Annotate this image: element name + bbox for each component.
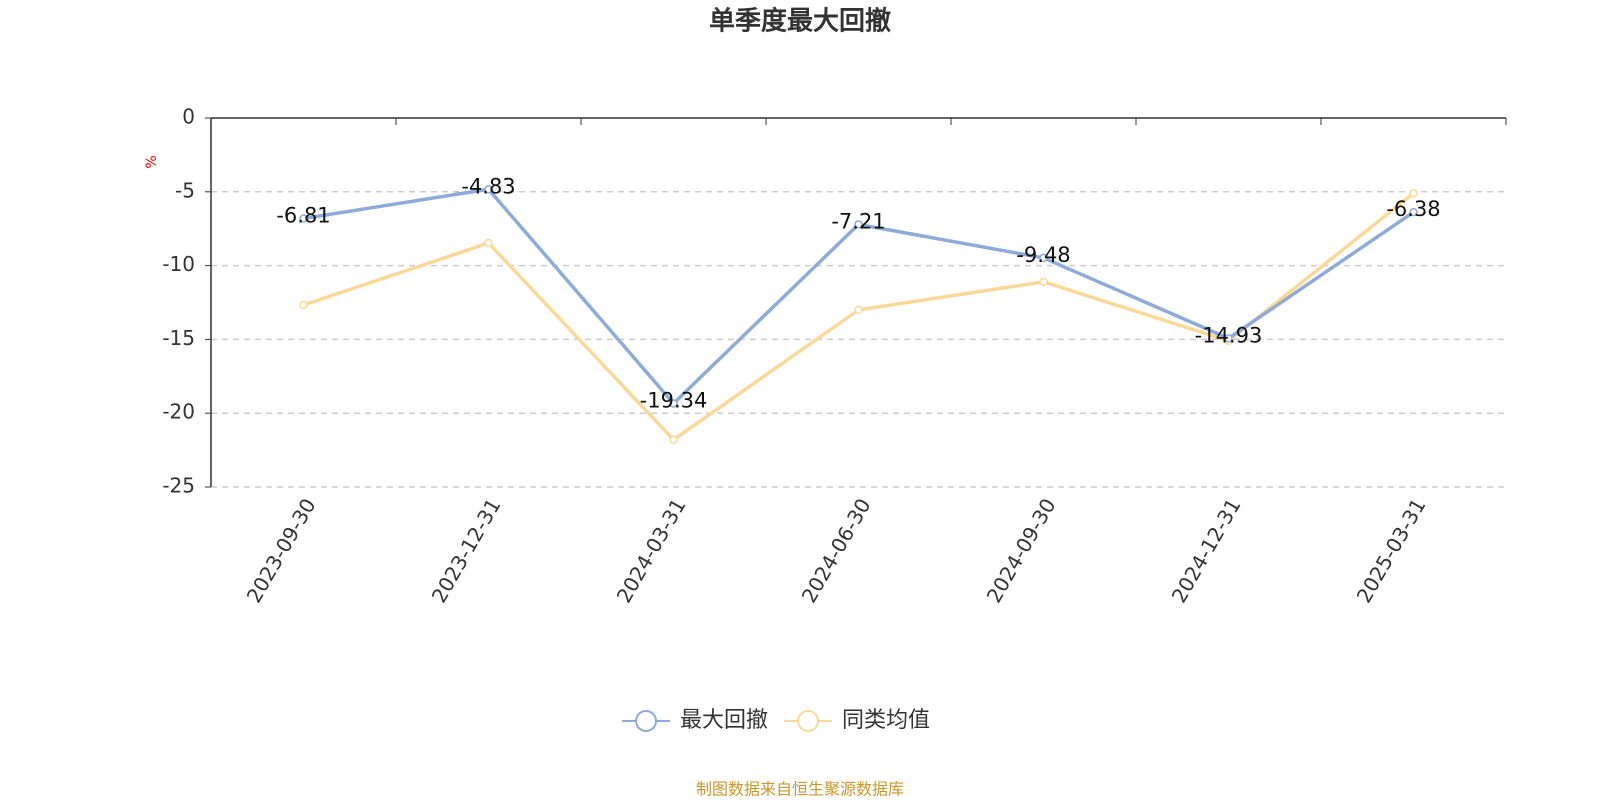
data-label: -9.48 [1016,243,1070,267]
legend-icon [797,710,820,732]
x-tick-label: 2024-06-30 [797,494,876,607]
data-point [1409,189,1418,198]
data-point [1224,334,1233,343]
y-tick-label: -5 [175,178,195,202]
data-point [854,220,863,229]
y-axis-label: % [144,155,160,168]
x-tick-label: 2024-03-31 [612,494,691,607]
data-point [1039,277,1048,287]
data-label: -19.34 [640,388,708,412]
x-tick-label: 2023-12-31 [427,494,506,607]
y-tick-label: -20 [162,400,195,424]
data-label: -4.83 [461,174,515,198]
data-label: -7.21 [831,209,885,233]
data-label: -6.81 [276,204,330,228]
data-point [1409,207,1418,217]
y-tick-label: -10 [162,252,195,276]
data-point [484,185,493,194]
y-tick-label: -15 [162,326,195,350]
data-point [299,214,308,223]
data-point [854,305,863,315]
x-tick-label: 2024-12-31 [1167,494,1246,607]
data-label: -6.38 [1386,197,1440,221]
y-tick-label: 0 [182,105,195,129]
x-tick-label: 2024-09-30 [982,494,1061,607]
x-tick-label: 2023-09-30 [242,494,321,607]
data-point [669,399,678,408]
chart-title: 单季度最大回撤 [709,6,891,37]
x-tick-label: 2025-03-31 [1352,494,1431,607]
data-point [669,435,678,445]
legend-icon [635,710,657,732]
legend-label: 最大回撤 [680,708,768,733]
data-label: -14.93 [1195,323,1263,347]
source-note: 制图数据来自恒生聚源数据库 [696,780,904,799]
legend-label: 同类均值 [842,708,930,733]
y-tick-label: -25 [162,474,195,498]
data-point [1039,253,1048,263]
data-point [299,300,308,310]
data-point [484,238,493,248]
